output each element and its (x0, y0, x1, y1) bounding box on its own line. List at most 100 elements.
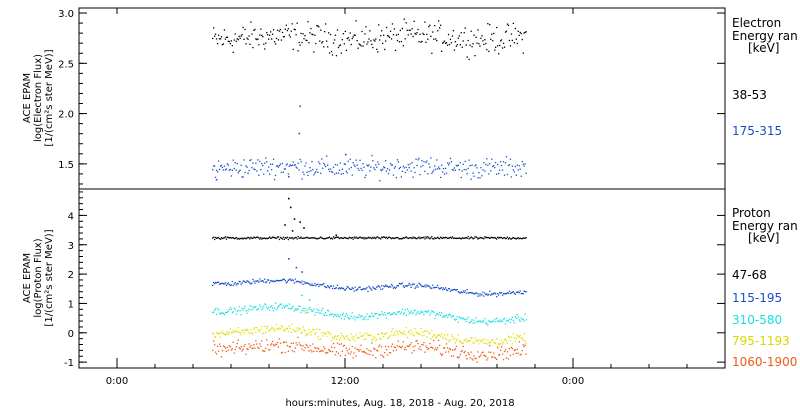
data-point (450, 316, 453, 318)
data-point (488, 236, 490, 239)
data-point (229, 237, 231, 239)
data-point (266, 161, 268, 163)
data-point (262, 164, 264, 167)
data-point (299, 44, 301, 46)
data-point (510, 318, 513, 321)
data-point (369, 287, 371, 289)
data-point (480, 37, 482, 39)
data-point (382, 42, 384, 45)
data-point (474, 322, 476, 324)
data-point (457, 334, 459, 336)
data-point (499, 354, 501, 356)
data-point (483, 295, 485, 297)
data-point (498, 354, 500, 356)
data-point (390, 331, 393, 333)
data-point (279, 303, 282, 306)
data-point (324, 285, 326, 288)
data-point (353, 164, 355, 166)
data-point (375, 38, 377, 40)
data-point (280, 39, 283, 41)
data-point (288, 237, 290, 239)
data-point (524, 344, 526, 346)
data-point (506, 351, 509, 353)
data-point (508, 336, 511, 338)
data-point (373, 347, 375, 350)
data-point (430, 157, 432, 159)
data-point (468, 353, 470, 356)
data-point (374, 287, 376, 290)
data-point (253, 168, 255, 170)
data-point (349, 32, 351, 34)
data-point (302, 237, 304, 239)
data-point (394, 334, 397, 336)
data-point (407, 164, 409, 166)
data-point (416, 339, 418, 342)
data-point (297, 329, 299, 331)
data-point (319, 350, 321, 353)
data-point (257, 346, 259, 348)
data-point (276, 307, 279, 309)
data-point (386, 312, 389, 314)
data-point (361, 315, 363, 317)
data-point (458, 291, 460, 294)
data-point (357, 167, 359, 170)
data-point (315, 42, 317, 45)
data-point (375, 340, 377, 342)
data-point (327, 285, 329, 287)
data-point (245, 310, 247, 312)
data-point (256, 38, 258, 41)
data-point (242, 238, 244, 240)
data-point (355, 20, 357, 22)
data-point (286, 281, 288, 283)
data-point (457, 164, 459, 166)
data-point (328, 236, 331, 238)
data-point (415, 237, 417, 240)
data-point (408, 237, 410, 239)
data-point (355, 334, 357, 336)
data-point (514, 165, 516, 168)
data-point (401, 238, 403, 240)
data-point (289, 307, 291, 310)
data-point (225, 168, 228, 170)
data-point (344, 30, 346, 32)
data-point (439, 334, 441, 336)
data-point (413, 20, 415, 22)
data-point (392, 287, 395, 289)
data-point (451, 35, 454, 37)
data-point (270, 344, 272, 346)
data-point (334, 354, 337, 356)
data-point (309, 167, 311, 169)
data-point (345, 335, 347, 338)
data-point (342, 312, 344, 314)
data-point (275, 279, 278, 282)
data-point (356, 337, 358, 340)
data-point (418, 157, 420, 159)
data-point (399, 238, 401, 240)
data-point (265, 331, 267, 334)
data-point (361, 237, 363, 239)
data-point (490, 170, 492, 172)
data-point (509, 354, 512, 357)
data-point (446, 44, 449, 46)
data-point (257, 159, 259, 161)
data-point (400, 283, 402, 285)
data-point (385, 160, 387, 162)
data-point (256, 343, 258, 345)
data-point (290, 164, 292, 167)
data-point (396, 331, 399, 333)
data-point (289, 278, 291, 280)
data-point (257, 329, 259, 331)
data-point (377, 317, 379, 319)
data-point (424, 351, 426, 353)
data-point (470, 30, 472, 32)
data-point (337, 172, 340, 174)
data-point (500, 237, 503, 239)
data-point (384, 333, 386, 335)
data-point (403, 167, 405, 169)
data-point (255, 305, 257, 308)
data-point (450, 237, 453, 239)
data-point (525, 319, 527, 321)
data-point (454, 319, 456, 321)
data-point (467, 340, 469, 342)
data-point (456, 237, 458, 239)
